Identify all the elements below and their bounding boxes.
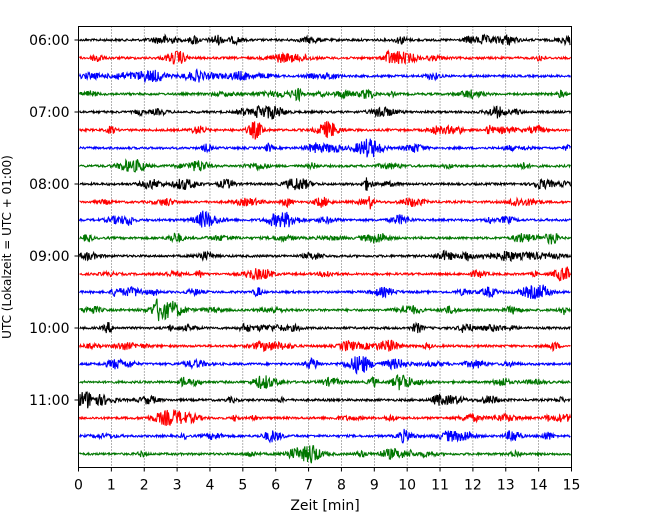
trace-1115 xyxy=(78,409,572,427)
x-tick-label: 3 xyxy=(173,478,182,494)
y-tick-label: 10:00 xyxy=(29,321,69,337)
x-tick-label: 11 xyxy=(431,478,449,494)
x-tick-label: 12 xyxy=(464,478,482,494)
trace-1045 xyxy=(79,374,571,391)
trace-1030 xyxy=(79,356,572,375)
x-axis-ticks: 0 1 2 3 4 5 6 7 8 9 10 11 12 13 14 15 xyxy=(74,467,581,494)
trace-0815 xyxy=(79,196,571,210)
x-tick-label: 5 xyxy=(238,478,247,494)
trace-0915 xyxy=(79,266,572,282)
x-tick-label: 14 xyxy=(530,478,548,494)
trace-1100 xyxy=(78,391,571,409)
trace-0615 xyxy=(79,49,571,66)
y-tick-label: 06:00 xyxy=(29,33,69,49)
trace-0730 xyxy=(79,138,572,158)
x-tick-label: 13 xyxy=(497,478,515,494)
x-tick-label: 15 xyxy=(563,478,581,494)
seismic-traces xyxy=(78,33,572,464)
x-tick-label: 10 xyxy=(398,478,416,494)
trace-0645 xyxy=(78,87,571,103)
trace-0600 xyxy=(79,33,571,47)
trace-0830 xyxy=(78,210,571,228)
x-tick-label: 8 xyxy=(337,478,346,494)
trace-1000 xyxy=(79,321,571,334)
trace-1015 xyxy=(78,339,571,353)
y-tick-label: 11:00 xyxy=(29,393,69,409)
x-tick-label: 2 xyxy=(140,478,149,494)
trace-0845 xyxy=(79,232,572,246)
trace-0930 xyxy=(79,284,571,300)
trace-0700 xyxy=(79,104,572,120)
x-tick-label: 0 xyxy=(74,478,83,494)
x-axis-title: Zeit [min] xyxy=(290,498,359,514)
trace-0745 xyxy=(79,158,571,173)
trace-1145 xyxy=(79,445,571,464)
trace-0945 xyxy=(79,298,572,322)
y-axis-ticks: 06:00 07:00 08:00 09:00 10:00 11:00 xyxy=(29,33,79,409)
trace-0900 xyxy=(78,249,572,263)
y-axis-title: UTC (Lokalzeit = UTC + 01:00) xyxy=(0,155,14,339)
x-tick-label: 4 xyxy=(206,478,215,494)
x-tick-label: 9 xyxy=(370,478,379,494)
plot-frame xyxy=(78,26,572,468)
x-tick-label: 7 xyxy=(304,478,313,494)
y-tick-label: 07:00 xyxy=(29,105,69,121)
x-tick-label: 6 xyxy=(271,478,280,494)
y-tick-label: 08:00 xyxy=(29,177,69,193)
x-tick-label: 1 xyxy=(107,478,116,494)
trace-0800 xyxy=(79,177,572,191)
trace-0715 xyxy=(78,120,571,140)
y-tick-label: 09:00 xyxy=(29,249,69,265)
trace-1130 xyxy=(79,428,571,444)
trace-0630 xyxy=(78,68,572,84)
